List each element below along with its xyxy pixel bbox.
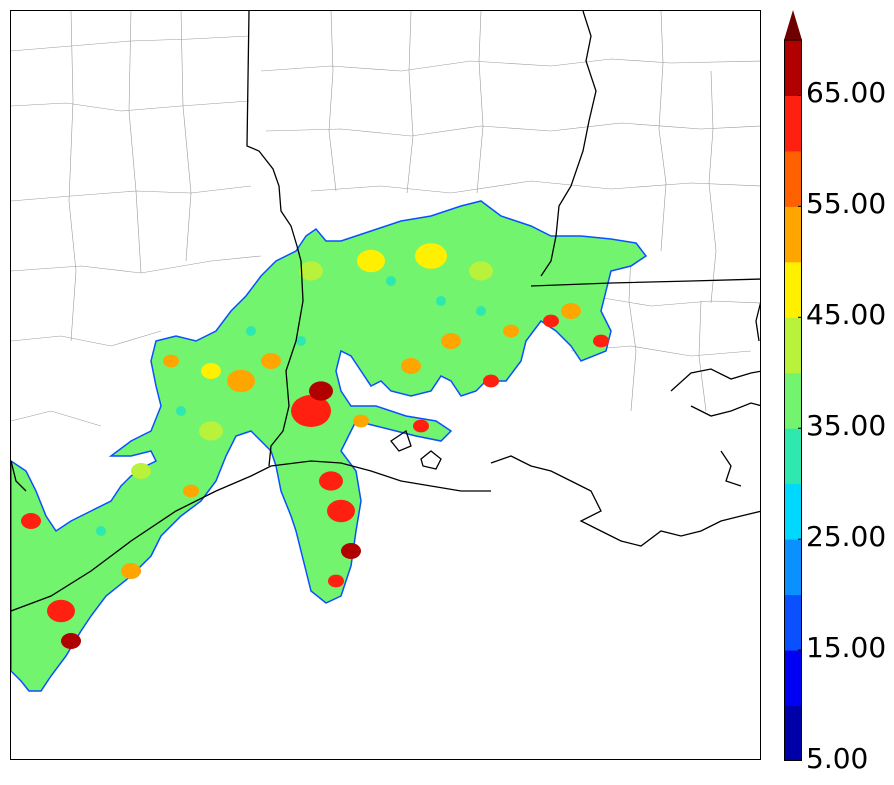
reflectivity-core [503, 324, 519, 338]
reflectivity-core [441, 333, 461, 349]
coastlines [11, 11, 760, 612]
reflectivity-core [121, 563, 141, 579]
reflectivity-speckle [436, 296, 446, 306]
colorbar-bin [784, 372, 802, 429]
reflectivity-speckle [176, 406, 186, 416]
reflectivity-core [163, 354, 179, 368]
reflectivity-core [415, 243, 447, 269]
colorbar-tick-label: 25.00 [806, 520, 887, 554]
county-boundaries [11, 11, 760, 427]
map-canvas [11, 11, 760, 692]
reflectivity-core [469, 261, 493, 281]
colorbar-border [784, 39, 802, 761]
colorbar-bin [784, 95, 802, 152]
colorbar-bin [784, 705, 802, 761]
reflectivity-fill-main [11, 200, 648, 692]
colorbar-bin [784, 40, 802, 96]
colorbar-bin [784, 150, 802, 207]
reflectivity-core [131, 463, 151, 479]
reflectivity-speckle [96, 526, 106, 536]
colorbar-bin [784, 261, 802, 318]
colorbar-extend-arrow [784, 10, 802, 40]
reflectivity-core [413, 419, 429, 433]
reflectivity-core [227, 369, 255, 393]
map-panel [10, 10, 761, 760]
reflectivity-core [299, 261, 323, 281]
reflectivity-core [341, 543, 361, 559]
reflectivity-core [261, 353, 281, 369]
reflectivity-core [309, 381, 333, 401]
colorbar-tick-label: 5.00 [806, 742, 869, 775]
colorbar-bin [784, 206, 802, 263]
reflectivity-cores [21, 243, 609, 649]
colorbar-tick-label: 35.00 [806, 409, 887, 443]
reflectivity-core [201, 363, 221, 379]
reflectivity-speckle [476, 306, 486, 316]
reflectivity-field [11, 200, 648, 692]
reflectivity-core [561, 303, 581, 319]
colorbar-bin [784, 483, 802, 540]
colorbar [784, 10, 802, 761]
reflectivity-core [593, 334, 609, 348]
reflectivity-core [327, 499, 355, 523]
reflectivity-core [319, 471, 343, 491]
reflectivity-core [47, 599, 75, 623]
reflectivity-core [401, 358, 421, 374]
colorbar-bin [784, 317, 802, 374]
reflectivity-core [21, 513, 41, 529]
reflectivity-speckle [386, 276, 396, 286]
reflectivity-core [328, 574, 344, 588]
reflectivity-core [353, 414, 369, 428]
colorbar-bin [784, 428, 802, 485]
colorbar-tick-label: 65.00 [806, 76, 887, 110]
reflectivity-core [61, 633, 81, 649]
colorbar-bin [784, 539, 802, 596]
colorbar-tick-label: 15.00 [806, 631, 887, 665]
reflectivity-core [357, 249, 385, 273]
reflectivity-speckle [246, 326, 256, 336]
reflectivity-core [199, 421, 223, 441]
reflectivity-core [291, 395, 331, 427]
colorbar-tick-label: 55.00 [806, 187, 887, 221]
reflectivity-core [543, 314, 559, 328]
colorbar-bin [784, 594, 802, 651]
colorbar-tick-label: 45.00 [806, 298, 887, 332]
reflectivity-speckle [296, 336, 306, 346]
reflectivity-core [483, 374, 499, 388]
reflectivity-core [183, 484, 199, 498]
colorbar-bin [784, 650, 802, 707]
